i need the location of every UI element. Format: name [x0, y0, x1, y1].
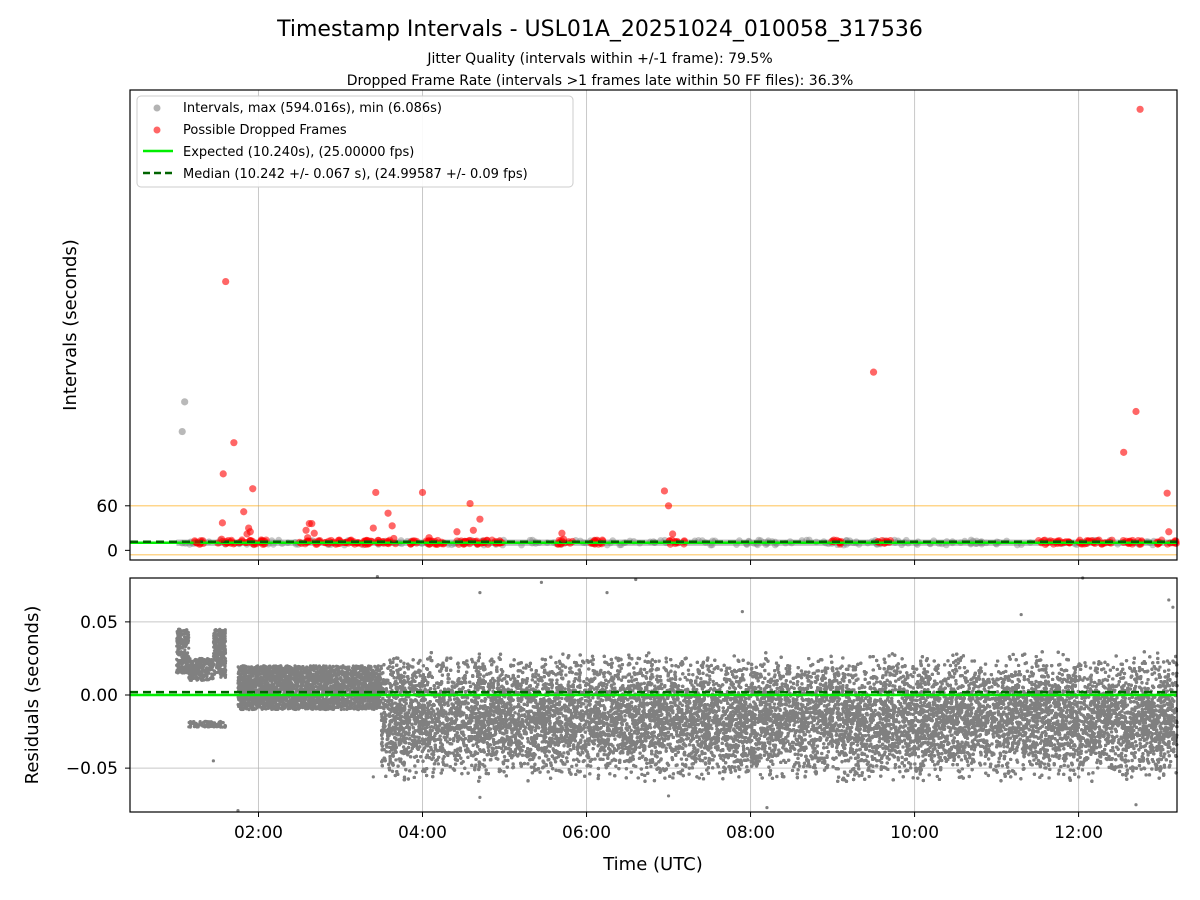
subtitle-jitter: Jitter Quality (intervals within +/-1 fr… — [426, 51, 772, 67]
chart-title: Timestamp Intervals - USL01A_20251024_01… — [276, 17, 923, 42]
interval-outlier-point — [181, 398, 188, 405]
subtitle-dropped: Dropped Frame Rate (intervals >1 frames … — [347, 73, 854, 89]
figure: Timestamp Intervals - USL01A_20251024_01… — [0, 0, 1200, 900]
interval-outlier-point — [179, 428, 186, 435]
